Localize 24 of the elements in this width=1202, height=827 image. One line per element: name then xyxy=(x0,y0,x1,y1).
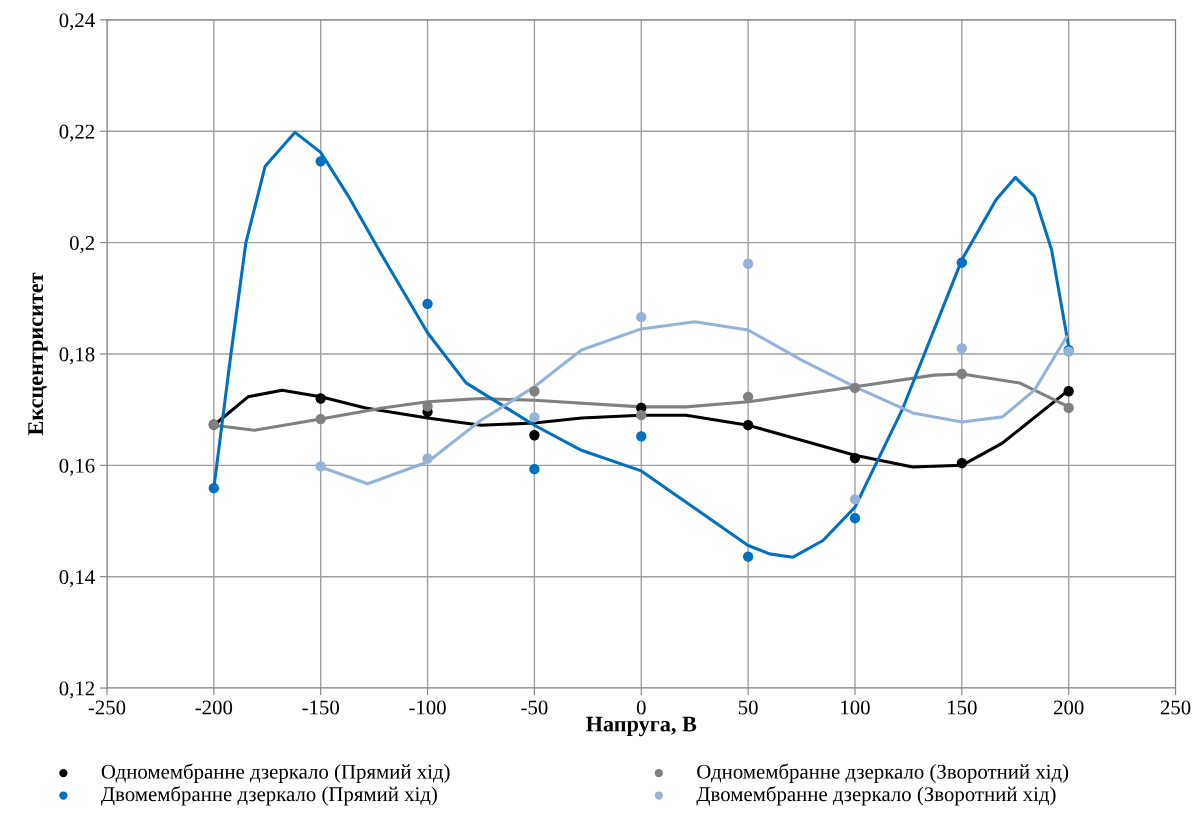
x-tick-label: -200 xyxy=(195,700,233,715)
x-tick-label: 0 xyxy=(636,700,646,715)
x-tick-label: -150 xyxy=(302,700,339,715)
legend-label: Двомембранне дзеркало (Прямий хід) xyxy=(101,786,437,806)
x-tick-label: 250 xyxy=(1160,700,1191,715)
x-tick-label: 150 xyxy=(948,700,977,715)
x-tick-label: 200 xyxy=(1053,700,1084,715)
y-tick-label: 0,2 xyxy=(69,235,95,254)
x-axis-title: Напруга, В xyxy=(586,716,697,737)
y-tick-label: 0,18 xyxy=(59,347,95,365)
y-tick-label: 0,16 xyxy=(59,458,95,476)
x-tick-label: -250 xyxy=(88,700,126,715)
x-tick-label: 100 xyxy=(841,700,870,715)
legend-label: Двомембранне дзеркало (Зворотний хід) xyxy=(696,786,1056,806)
x-tick-label: -100 xyxy=(409,700,446,715)
y-tick-label: 0,12 xyxy=(59,681,95,699)
y-axis-title: Ексцентриситет xyxy=(28,272,48,436)
y-tick-label: 0,14 xyxy=(59,570,95,588)
y-tick-label: 0,24 xyxy=(59,13,95,31)
x-tick-label: -50 xyxy=(521,700,548,715)
y-tick-label: 0,22 xyxy=(59,124,95,142)
x-tick-label: 50 xyxy=(738,700,758,715)
legend-label: Одномембранне дзеркало (Прямий хід) xyxy=(101,763,450,783)
legend-label: Одномембранне дзеркало (Зворотний хід) xyxy=(697,763,1069,783)
